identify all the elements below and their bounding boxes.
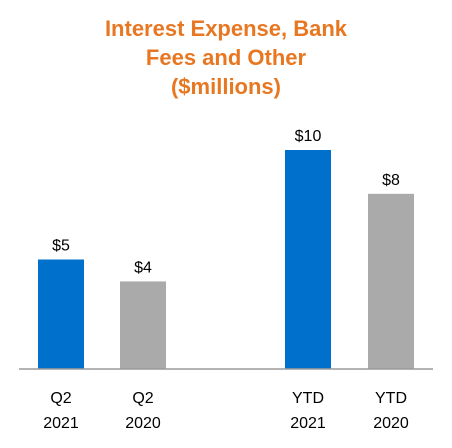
x-tick-label-1-line-1: Q2 xyxy=(132,390,153,407)
x-tick-label-2-line-2: 2021 xyxy=(290,415,326,432)
data-label-0: $5 xyxy=(52,238,70,255)
bar-2 xyxy=(285,150,331,369)
bar-0 xyxy=(38,259,84,369)
chart-title: Interest Expense, Bank Fees and Other ($… xyxy=(0,14,452,101)
bar-3 xyxy=(368,193,414,369)
x-tick-label-0-line-1: Q2 xyxy=(50,390,71,407)
x-tick-label-0-line-2: 2021 xyxy=(43,415,79,432)
x-tick-label-3-line-2: 2020 xyxy=(373,415,409,432)
data-label-1: $4 xyxy=(134,259,152,276)
chart-title-line-3: ($millions) xyxy=(170,74,281,99)
data-label-3: $8 xyxy=(382,172,400,189)
x-tick-label-2-line-1: YTD xyxy=(292,390,324,407)
chart-title-line-2: Fees and Other xyxy=(145,45,307,70)
bar-1 xyxy=(120,281,166,369)
chart-title-line-1: Interest Expense, Bank xyxy=(104,16,348,41)
x-tick-label-1-line-2: 2020 xyxy=(125,415,161,432)
data-label-2: $10 xyxy=(295,128,322,145)
x-tick-label-3-line-1: YTD xyxy=(375,390,407,407)
